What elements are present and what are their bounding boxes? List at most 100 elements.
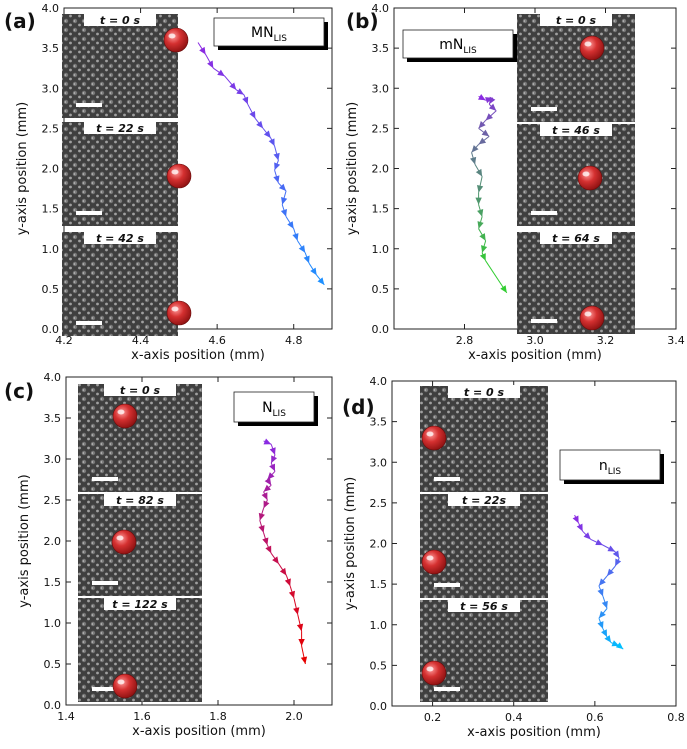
- caption-bg: [448, 599, 520, 612]
- trajectory-point: [478, 137, 487, 145]
- trajectory-point: [615, 642, 624, 650]
- legend-box: MNLIS: [213, 17, 328, 50]
- legend-frame: [402, 29, 514, 59]
- y-tick-label: 0.0: [44, 699, 62, 712]
- trajectory-point: [576, 523, 583, 532]
- trajectory-point: [262, 537, 269, 546]
- legend-box: nLIS: [559, 449, 664, 484]
- trajectory-point: [272, 556, 279, 564]
- inset-frame: t = 22s: [420, 493, 548, 598]
- droplet-highlight: [116, 535, 124, 541]
- trajectory-point: [479, 233, 486, 241]
- inset-frame: t = 0 s: [62, 13, 189, 118]
- y-tick-label: 3.5: [370, 416, 388, 429]
- time-caption: t = 46 s: [552, 124, 600, 137]
- droplet: [112, 673, 138, 699]
- caption-bg: [540, 123, 612, 136]
- y-tick-label: 1.5: [372, 203, 390, 216]
- y-tick-label: 0.5: [44, 658, 62, 671]
- trajectory-point: [583, 532, 591, 540]
- panel-b: 2.8 3.0 3.2 3.4 0.0 0.5 1.0 1.5 2.0 2.5 3.0 3.5 4.0 x…: [345, 2, 685, 363]
- trajectory-point: [598, 610, 606, 619]
- trajectory-point: [269, 463, 275, 472]
- x-tick-label: 0.2: [424, 711, 442, 724]
- trajectory-point: [303, 255, 310, 264]
- inset-shade: [517, 14, 635, 122]
- y-tick-label: 3.5: [44, 412, 62, 425]
- y-tick-label: 2.5: [372, 122, 390, 135]
- x-tick-label: 1.6: [133, 710, 151, 723]
- inset-image: [420, 494, 548, 598]
- y-tick-label: 4.0: [370, 375, 388, 388]
- inset-image: [78, 598, 202, 702]
- trajectory-point: [489, 96, 496, 105]
- caption-bg: [448, 493, 520, 506]
- trajectory-point: [258, 525, 265, 533]
- legend-box: mNLIS: [402, 29, 517, 62]
- inset-shade: [78, 598, 202, 702]
- trajectory-point: [273, 152, 280, 161]
- trajectory-point: [273, 175, 280, 183]
- y-tick-label: 1.0: [42, 243, 60, 256]
- droplet: [111, 529, 137, 555]
- inset-frame: t = 64 s: [517, 231, 635, 334]
- trajectory-point: [601, 600, 608, 609]
- inset-shade: [62, 122, 178, 226]
- inset-image: [517, 14, 635, 122]
- trajectory: [258, 438, 308, 665]
- droplet-highlight: [584, 311, 592, 317]
- trajectory-point: [296, 623, 304, 632]
- droplet: [421, 425, 447, 451]
- inset-shade: [78, 494, 202, 596]
- x-tick-label: 3.4: [667, 334, 685, 347]
- trajectory-point: [267, 472, 275, 480]
- trajectory-point: [229, 82, 237, 90]
- panel-label: (c): [4, 379, 34, 403]
- trajectory-point: [598, 578, 606, 586]
- legend-frame: [559, 449, 661, 481]
- trajectory-point: [207, 60, 214, 69]
- time-caption: t = 42 s: [96, 232, 144, 245]
- trajectory-point: [476, 185, 484, 193]
- x-tick-label: 1.4: [57, 710, 75, 723]
- time-caption: t = 0 s: [100, 14, 141, 27]
- time-caption: t = 122 s: [112, 598, 168, 611]
- x-tick-label: 4.6: [208, 334, 226, 347]
- trajectory-point: [281, 197, 288, 205]
- x-tick-label: 2.8: [456, 334, 474, 347]
- y-tick-label: 2.0: [44, 535, 62, 548]
- caption-bg: [540, 13, 612, 26]
- x-axis-label: x-axis position (mm): [131, 348, 265, 363]
- droplet-highlight: [426, 666, 434, 672]
- panel-label: (d): [342, 395, 375, 419]
- legend-box: NLIS: [233, 391, 318, 426]
- trajectory-point: [477, 209, 484, 217]
- y-tick-label: 3.0: [370, 456, 388, 469]
- trajectory-point: [300, 656, 308, 664]
- droplet: [577, 165, 603, 191]
- scale-bar: [92, 687, 118, 691]
- droplet-highlight: [426, 555, 434, 561]
- droplet-highlight: [117, 409, 125, 415]
- trajectory-point: [471, 145, 479, 153]
- x-tick-label: 4.2: [55, 334, 73, 347]
- inset-image: [517, 232, 635, 334]
- trajectory-point: [481, 245, 488, 253]
- trajectory-point: [199, 46, 206, 55]
- inset-frame: t = 56 s: [420, 599, 548, 702]
- time-caption: t = 22s: [462, 494, 506, 507]
- y-tick-label: 3.0: [44, 453, 62, 466]
- y-tick-label: 2.0: [42, 163, 60, 176]
- y-tick-label: 0.5: [372, 283, 390, 296]
- droplet-highlight: [117, 679, 125, 685]
- legend-text: mNLIS: [439, 37, 477, 56]
- y-tick-label: 1.5: [370, 578, 388, 591]
- y-tick-label: 1.0: [370, 619, 388, 632]
- y-axis-label: y-axis position (mm): [15, 102, 30, 235]
- time-caption: t = 0 s: [464, 386, 505, 399]
- caption-bg: [104, 493, 176, 506]
- inset-shade: [517, 232, 635, 334]
- caption-bg: [84, 231, 156, 244]
- droplet-highlight: [168, 33, 176, 39]
